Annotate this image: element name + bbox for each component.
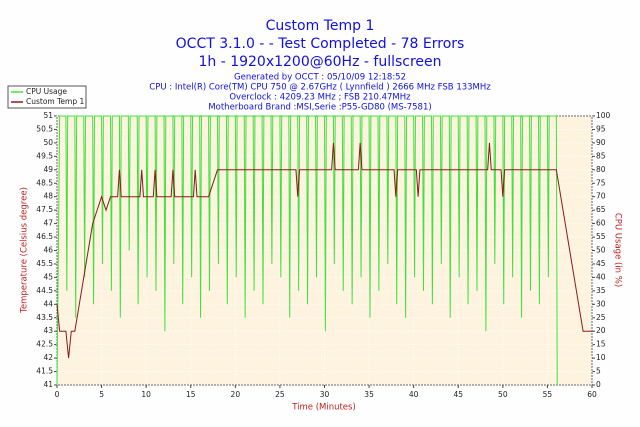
y-tick-label: 44 <box>43 299 53 308</box>
y-tick-label: 48 <box>43 192 53 201</box>
y2-tick-label: 15 <box>596 340 606 349</box>
y-tick-label: 43 <box>43 326 53 335</box>
chart-subtitle: 1h - 1920x1200@60Hz - fullscreen <box>198 54 441 70</box>
y2-tick-label: 55 <box>596 232 606 241</box>
y-tick-label: 43.5 <box>36 313 53 322</box>
y-axis-label: Temperature (Celsius degree) <box>20 187 30 314</box>
y-tick-label: 46.5 <box>36 232 53 241</box>
x-tick-label: 40 <box>409 390 419 399</box>
y-tick-label: 47.5 <box>36 205 53 214</box>
y2-tick-label: 40 <box>596 272 606 281</box>
y2-tick-label: 75 <box>596 178 606 187</box>
info-line: CPU : Intel(R) Core(TM) CPU 750 @ 2.67GH… <box>149 83 491 93</box>
info-line: Generated by OCCT : 05/10/09 12:18:52 <box>234 73 406 83</box>
x-tick-label: 45 <box>453 390 463 399</box>
info-line: Overclock : 4209.23 MHz ; FSB 210.47MHz <box>229 93 411 103</box>
y2-tick-label: 65 <box>596 205 606 214</box>
y2-tick-label: 10 <box>596 353 606 362</box>
y-tick-label: 45.5 <box>36 259 53 268</box>
x-tick-label: 50 <box>498 390 508 399</box>
x-tick-label: 55 <box>543 390 553 399</box>
y-tick-label: 41.5 <box>36 367 53 376</box>
x-tick-label: 35 <box>364 390 374 399</box>
y2-tick-label: 90 <box>596 138 606 147</box>
y-tick-label: 47 <box>43 219 53 228</box>
x-tick-label: 60 <box>587 390 597 399</box>
y2-tick-label: 80 <box>596 165 606 174</box>
y-tick-label: 44.5 <box>36 286 53 295</box>
x-tick-label: 10 <box>141 390 151 399</box>
series-line <box>56 115 558 386</box>
y-tick-label: 46 <box>43 246 53 255</box>
y-tick-label: 48.5 <box>36 178 53 187</box>
y-tick-label: 51 <box>43 111 53 120</box>
y2-tick-label: 85 <box>596 151 606 160</box>
chart-subtitle: OCCT 3.1.0 - - Test Completed - 78 Error… <box>176 36 465 52</box>
y-tick-label: 50.5 <box>36 124 53 133</box>
series-line <box>56 142 592 359</box>
y2-tick-label: 35 <box>596 286 606 295</box>
y2-tick-label: 5 <box>596 367 601 376</box>
x-tick-label: 5 <box>99 390 104 399</box>
y2-tick-label: 25 <box>596 313 606 322</box>
y2-axis-label: CPU Usage (in %) <box>613 213 623 287</box>
x-tick-label: 15 <box>186 390 196 399</box>
legend-label: Custom Temp 1 <box>26 97 84 106</box>
y2-tick-label: 60 <box>596 219 606 228</box>
y2-tick-label: 100 <box>596 111 611 120</box>
legend-label: CPU Usage <box>26 87 67 96</box>
y2-tick-label: 95 <box>596 124 606 133</box>
x-tick-label: 0 <box>55 390 60 399</box>
y2-tick-label: 50 <box>596 246 606 255</box>
y2-tick-label: 45 <box>596 259 606 268</box>
y2-tick-label: 20 <box>596 326 606 335</box>
y-tick-label: 45 <box>43 272 53 281</box>
y-tick-label: 49 <box>43 165 53 174</box>
x-tick-label: 20 <box>231 390 241 399</box>
x-tick-label: 30 <box>320 390 330 399</box>
chart-title: Custom Temp 1 <box>266 18 375 34</box>
y-tick-label: 50 <box>43 138 53 147</box>
y2-tick-label: 70 <box>596 192 606 201</box>
legend-box <box>7 85 87 109</box>
y-tick-label: 42 <box>43 353 53 362</box>
y2-tick-label: 30 <box>596 299 606 308</box>
y2-tick-label: 0 <box>596 380 601 389</box>
y-tick-label: 41 <box>43 380 53 389</box>
x-tick-label: 25 <box>275 390 285 399</box>
y-tick-label: 42.5 <box>36 340 53 349</box>
info-line: Motherboard Brand :MSI,Serie :P55-GD80 (… <box>208 103 431 113</box>
x-axis-label: Time (Minutes) <box>291 403 356 413</box>
y-tick-label: 49.5 <box>36 151 53 160</box>
